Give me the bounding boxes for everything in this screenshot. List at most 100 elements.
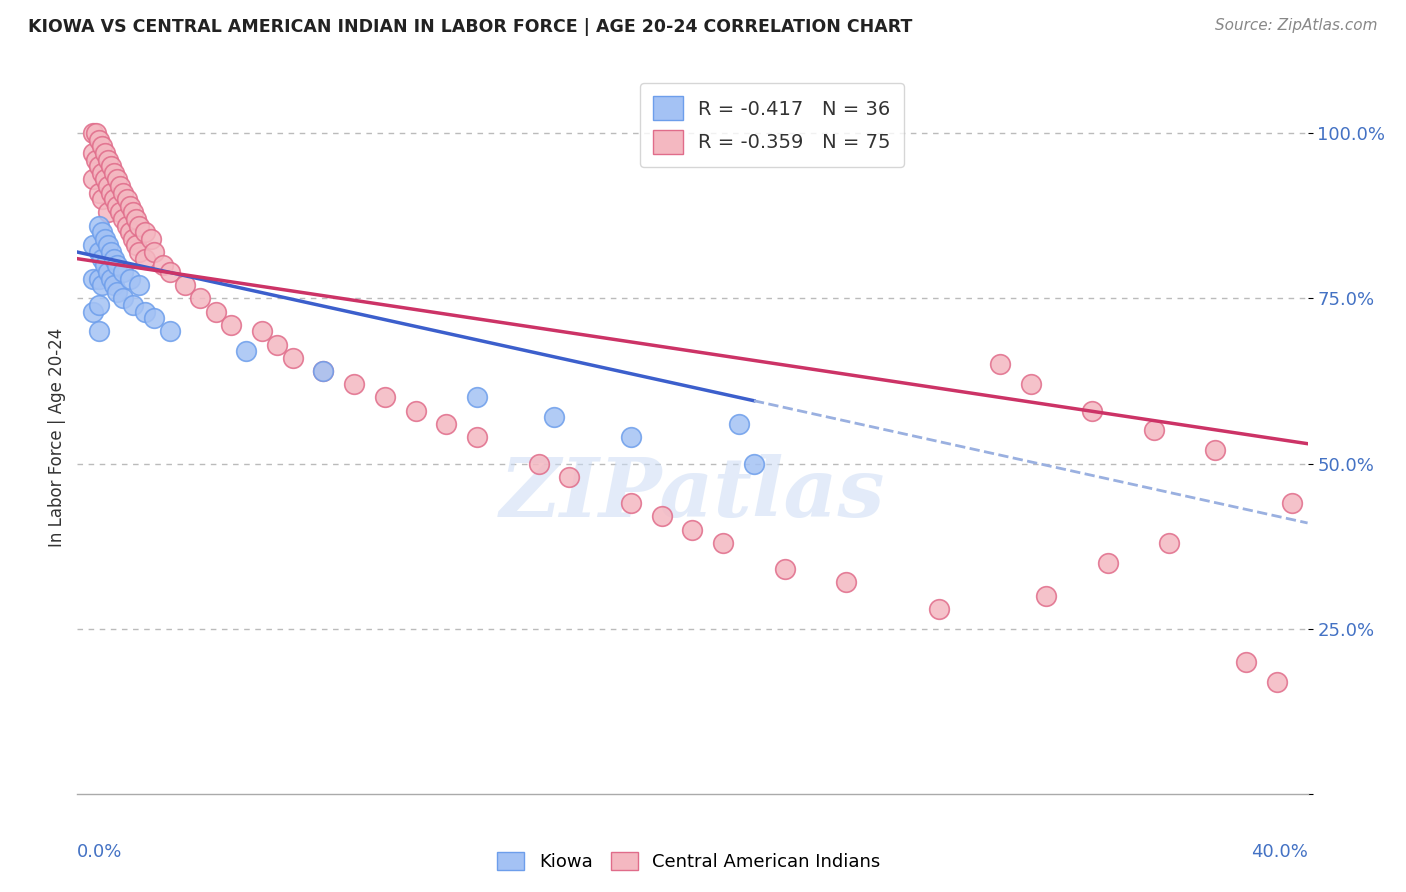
Point [90, 166, 114, 180]
Point [87, 245, 110, 260]
Y-axis label: In Labor Force | Age 20-24: In Labor Force | Age 20-24 [48, 327, 66, 547]
Point [152, 258, 174, 272]
Point [465, 391, 488, 405]
Point [115, 192, 138, 206]
Point [90, 139, 114, 153]
Point [105, 258, 128, 272]
Point [374, 391, 396, 405]
Point [436, 417, 458, 431]
Point [105, 285, 128, 299]
Point [118, 225, 141, 239]
Point [188, 291, 212, 305]
Point [105, 199, 128, 213]
Point [121, 232, 143, 246]
Point [90, 192, 114, 206]
Point [97, 205, 120, 219]
Point [558, 469, 581, 483]
Point [312, 364, 335, 378]
Point [527, 457, 550, 471]
Point [82, 172, 104, 186]
Point [82, 304, 104, 318]
Point [620, 430, 643, 444]
Point [97, 153, 120, 167]
Point [343, 377, 366, 392]
Point [100, 245, 122, 260]
Point [90, 278, 114, 293]
Point [125, 238, 148, 252]
Point [90, 225, 114, 239]
Point [82, 238, 104, 252]
Point [128, 219, 150, 233]
Point [125, 212, 148, 227]
Text: ZIPatlas: ZIPatlas [499, 454, 886, 534]
Legend: R = -0.417   N = 36, R = -0.359   N = 75: R = -0.417 N = 36, R = -0.359 N = 75 [640, 83, 904, 168]
Point [1035, 589, 1057, 603]
Point [543, 410, 565, 425]
Point [651, 509, 673, 524]
Point [405, 403, 427, 417]
Point [1265, 674, 1288, 689]
Point [84, 126, 107, 140]
Point [103, 252, 125, 266]
Point [94, 232, 117, 246]
Point [312, 364, 335, 378]
Point [115, 219, 138, 233]
Point [1143, 424, 1166, 438]
Point [118, 271, 141, 285]
Point [281, 351, 304, 365]
Point [159, 324, 181, 338]
Point [82, 126, 104, 140]
Text: 40.0%: 40.0% [1251, 843, 1308, 861]
Point [87, 186, 110, 200]
Point [87, 219, 110, 233]
Point [250, 324, 273, 338]
Point [94, 258, 117, 272]
Point [97, 179, 120, 194]
Point [105, 172, 128, 186]
Point [90, 252, 114, 266]
Point [134, 304, 156, 318]
Point [112, 265, 135, 279]
Point [1019, 377, 1042, 392]
Point [235, 344, 257, 359]
Point [97, 265, 120, 279]
Point [94, 145, 117, 160]
Point [87, 133, 110, 147]
Point [128, 245, 150, 260]
Point [143, 245, 166, 260]
Text: KIOWA VS CENTRAL AMERICAN INDIAN IN LABOR FORCE | AGE 20-24 CORRELATION CHART: KIOWA VS CENTRAL AMERICAN INDIAN IN LABO… [28, 18, 912, 36]
Point [928, 602, 950, 616]
Point [465, 430, 488, 444]
Point [94, 172, 117, 186]
Point [103, 278, 125, 293]
Point [143, 311, 166, 326]
Point [159, 265, 181, 279]
Point [742, 457, 765, 471]
Point [727, 417, 749, 431]
Legend: Kiowa, Central American Indians: Kiowa, Central American Indians [491, 845, 887, 879]
Point [134, 252, 156, 266]
Point [773, 562, 796, 576]
Point [112, 291, 135, 305]
Point [87, 298, 110, 312]
Point [204, 304, 226, 318]
Point [134, 225, 156, 239]
Point [988, 358, 1011, 372]
Point [97, 238, 120, 252]
Point [266, 337, 288, 351]
Point [87, 271, 110, 285]
Point [87, 324, 110, 338]
Point [100, 159, 122, 173]
Point [1081, 403, 1104, 417]
Point [1281, 496, 1303, 510]
Point [112, 186, 135, 200]
Point [82, 145, 104, 160]
Point [1097, 556, 1119, 570]
Point [128, 278, 150, 293]
Point [711, 536, 734, 550]
Point [112, 212, 135, 227]
Point [103, 192, 125, 206]
Point [835, 575, 858, 590]
Point [174, 278, 197, 293]
Point [682, 523, 704, 537]
